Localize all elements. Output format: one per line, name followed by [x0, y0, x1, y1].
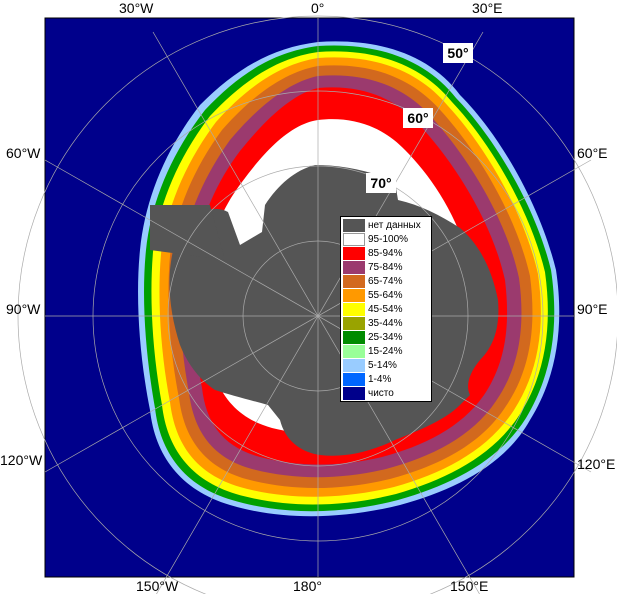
graticule — [17, 15, 617, 599]
lon-label-30e: 30°E — [472, 0, 503, 16]
legend-label: 65-74% — [368, 276, 403, 287]
legend-label: 75-84% — [368, 262, 403, 273]
lon-label-90e: 90°E — [577, 301, 608, 317]
legend-item: 85-94% — [343, 247, 431, 261]
lon-label-60e: 60°E — [577, 145, 608, 161]
legend-label: 45-54% — [368, 304, 403, 315]
lon-label-120e: 120°E — [577, 456, 616, 472]
legend-swatch — [343, 247, 365, 260]
legend-label: 1-4% — [368, 374, 392, 385]
lon-label-150e: 150°E — [450, 578, 489, 594]
legend-item: 15-24% — [343, 345, 431, 359]
legend-item: 25-34% — [343, 331, 431, 345]
no-data-wedge — [150, 205, 225, 260]
lon-label-90w: 90°W — [6, 301, 41, 317]
legend-label: 85-94% — [368, 248, 403, 259]
lon-label-120w: 120°W — [0, 452, 43, 468]
legend-swatch — [343, 373, 365, 386]
legend-swatch — [343, 275, 365, 288]
legend-label: 15-24% — [368, 346, 403, 357]
legend-swatch — [343, 359, 365, 372]
legend-label: чисто — [368, 388, 394, 399]
lat-label-70: 70° — [370, 175, 391, 191]
legend-item: 5-14% — [343, 359, 431, 373]
legend-item: 95-100% — [343, 233, 431, 247]
legend-swatch — [343, 317, 365, 330]
legend-item: 35-44% — [343, 317, 431, 331]
legend-swatch — [343, 345, 365, 358]
legend-label: 55-64% — [368, 290, 403, 301]
legend-label: 25-34% — [368, 332, 403, 343]
legend-label: нет данных — [368, 220, 421, 231]
legend-item: нет данных — [343, 219, 431, 233]
lon-label-30w: 30°W — [119, 0, 154, 16]
concentration-legend: нет данных 95-100% 85-94% 75-84% 65-74% 55-64… — [340, 216, 432, 402]
legend-label: 95-100% — [368, 234, 409, 245]
lat-label-50: 50° — [447, 45, 468, 61]
lon-label-0: 0° — [311, 0, 325, 16]
legend-item: 65-74% — [343, 275, 431, 289]
legend-swatch — [343, 303, 365, 316]
legend-label: 35-44% — [368, 318, 403, 329]
legend-item: 55-64% — [343, 289, 431, 303]
legend-label: 5-14% — [368, 360, 397, 371]
latitude-labels: 50° 60° 70° — [366, 43, 473, 193]
legend-swatch — [343, 233, 365, 246]
lon-label-180: 180° — [293, 578, 322, 594]
legend-swatch — [343, 387, 365, 400]
legend-item: 1-4% — [343, 373, 431, 387]
lat-label-60: 60° — [407, 110, 428, 126]
lon-label-60w: 60°W — [6, 145, 41, 161]
legend-swatch — [343, 261, 365, 274]
legend-swatch — [343, 331, 365, 344]
lon-label-150w: 150°W — [136, 578, 179, 594]
legend-swatch — [343, 219, 365, 232]
legend-item: 75-84% — [343, 261, 431, 275]
legend-item: чисто — [343, 387, 431, 401]
legend-item: 45-54% — [343, 303, 431, 317]
legend-swatch — [343, 289, 365, 302]
